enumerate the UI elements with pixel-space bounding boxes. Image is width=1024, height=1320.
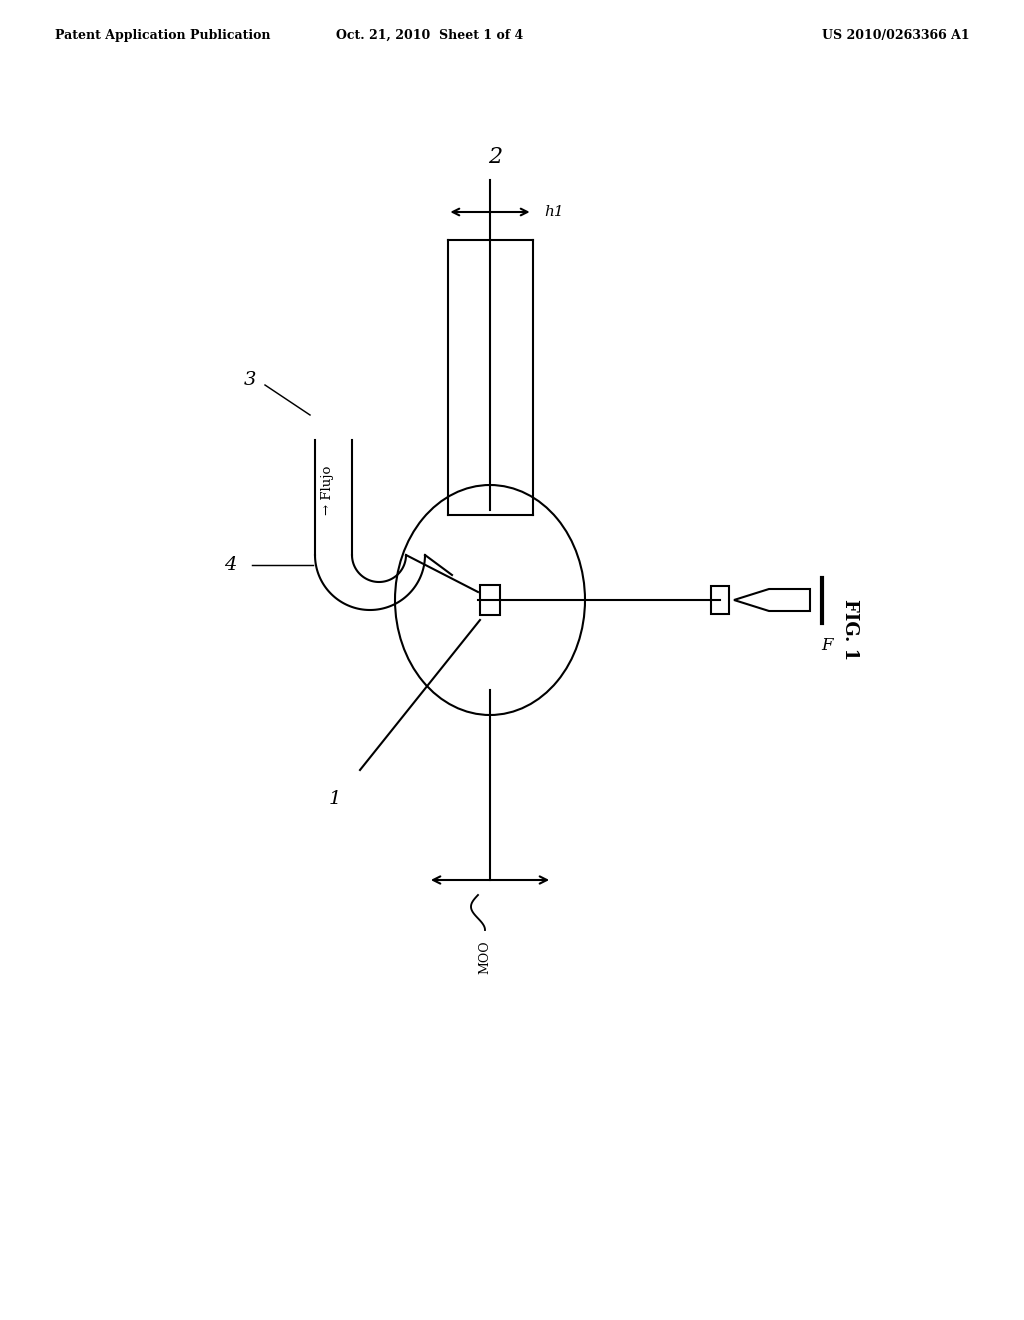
Bar (480, 585, 500, 615)
Text: Oct. 21, 2010  Sheet 1 of 4: Oct. 21, 2010 Sheet 1 of 4 (336, 29, 523, 41)
Text: 1: 1 (329, 789, 341, 808)
Text: F: F (821, 638, 833, 655)
Text: Patent Application Publication: Patent Application Publication (55, 29, 270, 41)
Text: US 2010/0263366 A1: US 2010/0263366 A1 (822, 29, 970, 41)
Text: 4: 4 (224, 556, 237, 574)
Text: 3: 3 (244, 371, 256, 389)
Text: MOO: MOO (478, 940, 492, 974)
Text: 2: 2 (488, 147, 502, 168)
Bar (711, 586, 729, 614)
FancyArrow shape (734, 589, 810, 611)
Text: → Flujo: → Flujo (321, 466, 334, 515)
Text: h1: h1 (545, 205, 564, 219)
Text: FIG. 1: FIG. 1 (841, 599, 859, 660)
